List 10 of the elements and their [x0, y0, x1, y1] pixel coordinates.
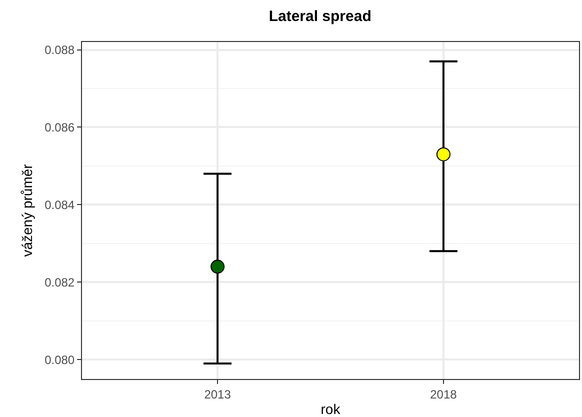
x-tick-label: 2013 [204, 387, 232, 402]
y-tick-label: 0.086 [44, 120, 75, 134]
x-tick-label: 2018 [430, 387, 458, 402]
y-axis-title: vážený průměr [19, 164, 36, 257]
chart-title: Lateral spread [268, 8, 372, 25]
y-tick-label: 0.088 [44, 42, 75, 57]
y-tick-label: 0.082 [44, 275, 75, 290]
y-tick-label: 0.080 [44, 352, 75, 367]
x-axis-title: rok [320, 401, 342, 417]
y-tick-label: 0.084 [44, 198, 75, 212]
